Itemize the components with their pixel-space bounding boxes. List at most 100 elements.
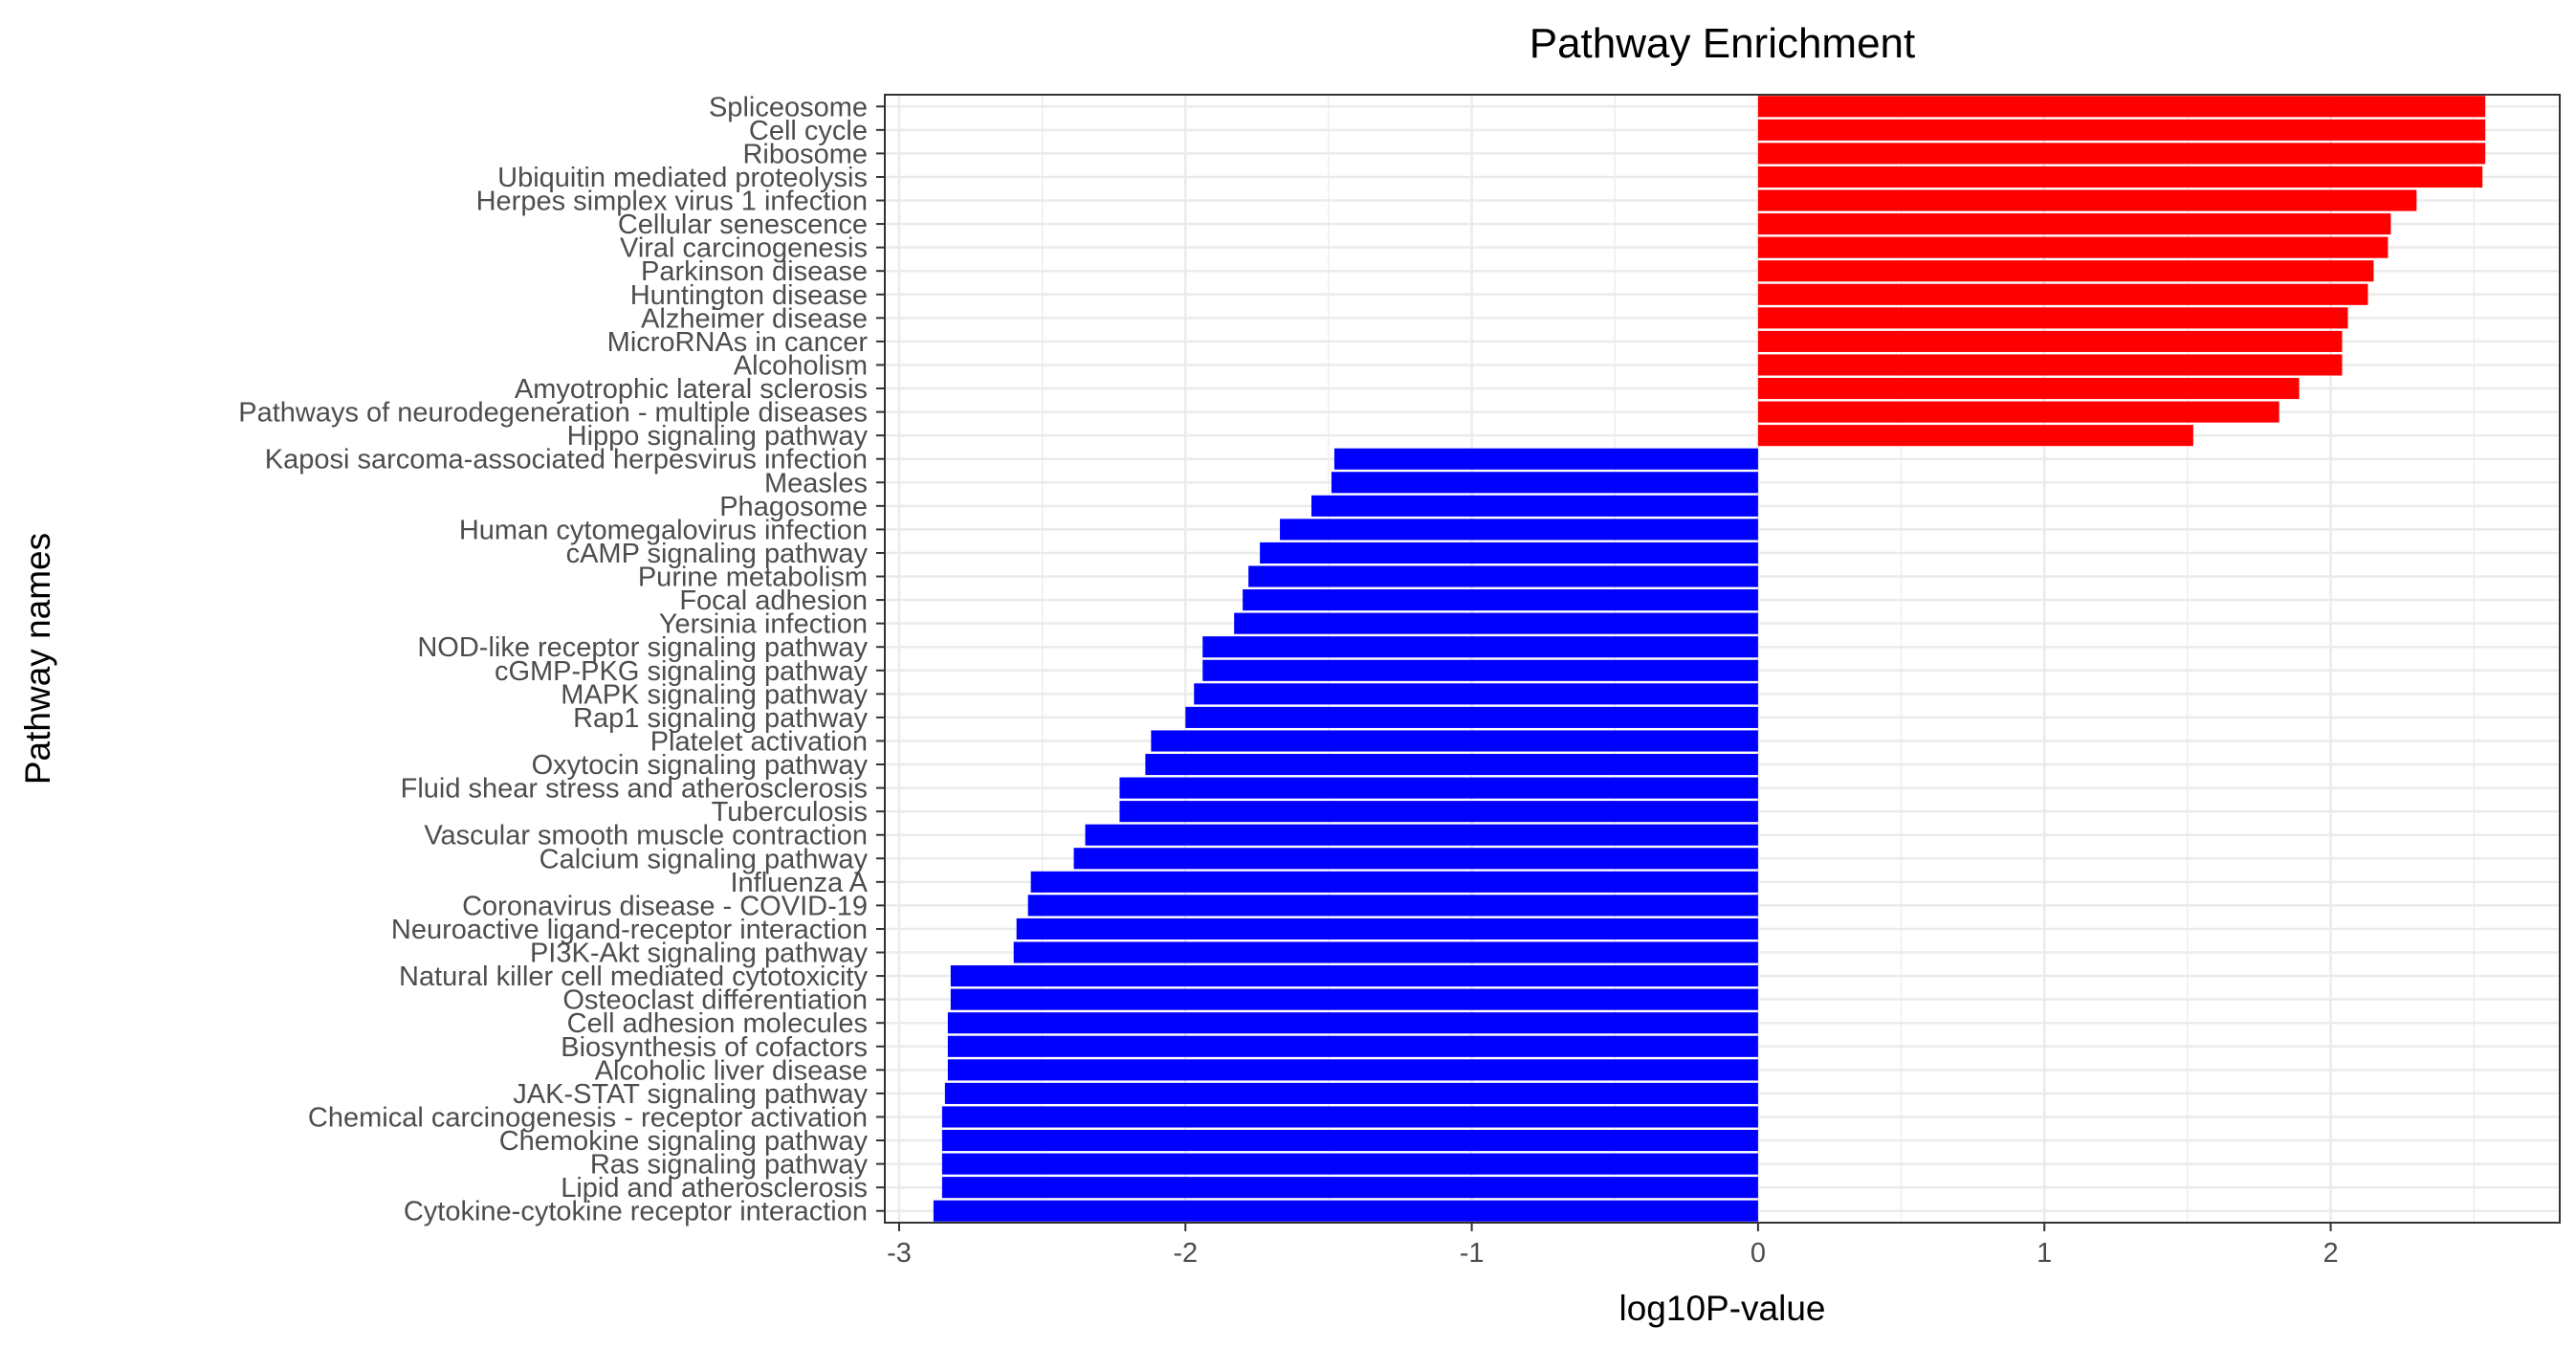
bar xyxy=(1757,307,2348,329)
y-tick-label: cAMP signaling pathway xyxy=(566,539,869,569)
y-tick-label: Chemical carcinogenesis - receptor activ… xyxy=(308,1102,868,1133)
bar xyxy=(947,1035,1758,1057)
y-tick-label: Measles xyxy=(764,468,868,498)
y-tick-label: MAPK signaling pathway xyxy=(561,679,868,710)
bar xyxy=(1757,213,2391,235)
bar xyxy=(933,1200,1758,1222)
bar xyxy=(1757,377,2300,400)
y-tick-label: Pathways of neurodegeneration - multiple… xyxy=(238,398,868,429)
y-tick-label: Focal adhesion xyxy=(679,586,868,616)
bars xyxy=(933,96,2486,1222)
bar xyxy=(1757,96,2486,118)
bar xyxy=(1030,871,1758,893)
bar xyxy=(1757,401,2279,423)
y-tick-label: Tuberculosis xyxy=(712,797,868,828)
y-tick-label: Spliceosome xyxy=(709,92,868,122)
bar xyxy=(1331,472,1758,494)
bar xyxy=(1757,283,2368,305)
bar xyxy=(1243,589,1758,611)
y-tick-label: Purine metabolism xyxy=(638,563,868,593)
y-tick-label: Chemokine signaling pathway xyxy=(499,1126,869,1157)
y-tick-label: Biosynthesis of cofactors xyxy=(561,1032,868,1063)
bar xyxy=(1757,166,2483,188)
x-tick-label: -3 xyxy=(887,1238,912,1269)
bar xyxy=(1757,119,2486,141)
bar xyxy=(1234,612,1758,634)
bar xyxy=(1119,777,1758,799)
bar xyxy=(947,1012,1758,1034)
y-tick-label: Phagosome xyxy=(719,492,868,522)
x-tick-label: 1 xyxy=(2037,1238,2052,1269)
bar xyxy=(1151,730,1758,752)
bar xyxy=(941,1106,1758,1128)
y-tick-label: Lipid and atherosclerosis xyxy=(561,1173,868,1204)
y-tick-label: Huntington disease xyxy=(630,280,868,311)
y-axis-title: Pathway names xyxy=(18,533,57,784)
bar xyxy=(941,1153,1758,1175)
y-tick-label: Kaposi sarcoma-associated herpesvirus in… xyxy=(265,445,868,475)
bar xyxy=(1757,330,2343,352)
y-tick-label: cGMP-PKG signaling pathway xyxy=(495,656,869,687)
y-tick-label: Platelet activation xyxy=(650,726,868,757)
x-tick-labels: -3 -2 -1 0 1 2 xyxy=(887,1223,2339,1269)
bar xyxy=(1310,495,1758,517)
y-tick-label: Vascular smooth muscle contraction xyxy=(424,821,868,851)
x-tick-label: 0 xyxy=(1750,1238,1766,1269)
x-tick-label: -2 xyxy=(1173,1238,1198,1269)
bar xyxy=(941,1129,1758,1152)
y-tick-label: Hippo signaling pathway xyxy=(567,421,869,452)
y-tick-label: MicroRNAs in cancer xyxy=(607,327,869,358)
bar xyxy=(1202,636,1758,658)
y-tick-label: Herpes simplex virus 1 infection xyxy=(476,187,868,217)
bar xyxy=(1757,354,2343,376)
y-tick-label: Viral carcinogenesis xyxy=(620,233,868,264)
bar xyxy=(950,988,1758,1010)
x-tick-label: 2 xyxy=(2323,1238,2338,1269)
bar xyxy=(1027,895,1758,917)
bar xyxy=(947,1059,1758,1081)
bar xyxy=(944,1082,1758,1104)
chart-title: Pathway Enrichment xyxy=(1530,20,1916,67)
bar xyxy=(1013,941,1758,963)
y-tick-label: Influenza A xyxy=(731,868,869,898)
y-tick-label: Parkinson disease xyxy=(641,256,868,287)
y-tick-label: Cell cycle xyxy=(749,116,868,146)
y-tick-label: Alcoholism xyxy=(734,350,868,381)
y-tick-label: Rap1 signaling pathway xyxy=(573,703,868,734)
bar xyxy=(1119,801,1758,823)
y-tick-label: Neuroactive ligand-receptor interaction xyxy=(391,915,868,945)
y-tick-label: Cellular senescence xyxy=(618,210,868,240)
bar xyxy=(1260,541,1758,564)
bar xyxy=(950,965,1758,987)
bar xyxy=(1202,659,1758,681)
y-tick-label: Amyotrophic lateral sclerosis xyxy=(515,374,868,405)
y-tick-label: Oxytocin signaling pathway xyxy=(532,750,869,781)
bar xyxy=(1757,425,2193,447)
panel-border xyxy=(884,94,2561,1224)
y-tick-label: JAK-STAT signaling pathway xyxy=(513,1079,868,1110)
bar xyxy=(1757,260,2374,282)
y-tick-label: Ribosome xyxy=(742,139,868,169)
y-tick-label: Coronavirus disease - COVID-19 xyxy=(462,891,868,921)
bar xyxy=(1145,753,1758,776)
y-tick-label: Alzheimer disease xyxy=(641,303,868,334)
y-tick-label: Ras signaling pathway xyxy=(590,1150,869,1181)
y-tick-label: NOD-like receptor signaling pathway xyxy=(417,632,868,663)
y-tick-label: PI3K-Akt signaling pathway xyxy=(530,939,869,969)
y-tick-label: Natural killer cell mediated cytotoxicit… xyxy=(399,961,868,992)
y-tick-label: Fluid shear stress and atherosclerosis xyxy=(401,774,868,805)
x-axis-title: log10P-value xyxy=(1619,1289,1826,1328)
bar xyxy=(1248,565,1758,587)
y-tick-label: Calcium signaling pathway xyxy=(539,844,869,874)
bar xyxy=(1073,848,1758,870)
bar xyxy=(1757,189,2417,211)
bar xyxy=(941,1177,1758,1199)
y-tick-label: Alcoholic liver disease xyxy=(595,1055,868,1086)
y-tick-label: Human cytomegalovirus infection xyxy=(459,515,868,545)
bar xyxy=(1757,143,2486,165)
y-tick-label: Cell adhesion molecules xyxy=(567,1008,868,1039)
bar xyxy=(1333,448,1758,470)
y-tick-label: Ubiquitin mediated proteolysis xyxy=(497,163,868,193)
